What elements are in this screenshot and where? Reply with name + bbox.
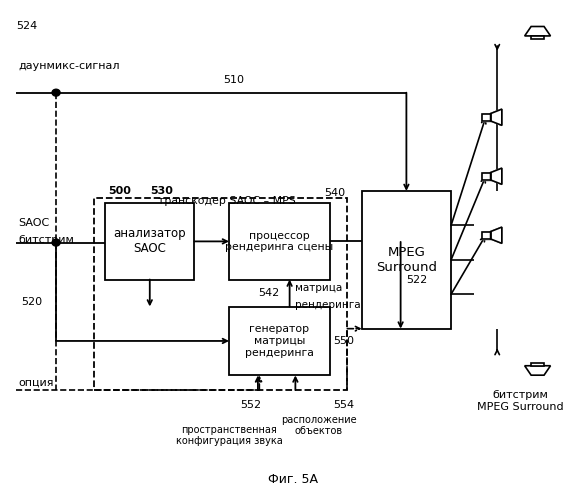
Polygon shape bbox=[525, 366, 550, 375]
Text: 524: 524 bbox=[16, 22, 37, 32]
Text: транскодер SAOC – MPS: транскодер SAOC – MPS bbox=[159, 196, 296, 206]
Text: 542: 542 bbox=[258, 288, 279, 298]
Polygon shape bbox=[531, 362, 544, 366]
Text: процессор
рендеринга сцены: процессор рендеринга сцены bbox=[225, 230, 333, 252]
Bar bbox=[105, 204, 194, 280]
Text: SAOC: SAOC bbox=[19, 218, 50, 228]
Text: 520: 520 bbox=[22, 296, 43, 306]
Polygon shape bbox=[531, 36, 544, 39]
Polygon shape bbox=[525, 26, 550, 36]
Text: даунмикс-сигнал: даунмикс-сигнал bbox=[19, 60, 120, 70]
Polygon shape bbox=[491, 109, 502, 126]
Text: битстрим
MPEG Surround: битстрим MPEG Surround bbox=[477, 390, 563, 411]
Bar bbox=[362, 191, 451, 328]
Text: MPEG
Surround: MPEG Surround bbox=[376, 246, 437, 274]
Polygon shape bbox=[482, 232, 491, 239]
Text: анализатор
SAOC: анализатор SAOC bbox=[113, 228, 186, 256]
Polygon shape bbox=[482, 172, 491, 180]
Bar bbox=[229, 204, 330, 280]
Text: опция: опция bbox=[19, 378, 54, 388]
Text: пространственная
конфигурация звука: пространственная конфигурация звука bbox=[176, 424, 283, 446]
Text: генератор
матрицы
рендеринга: генератор матрицы рендеринга bbox=[245, 324, 314, 358]
Text: Фиг. 5А: Фиг. 5А bbox=[267, 473, 318, 486]
Bar bbox=[229, 306, 330, 376]
Bar bbox=[94, 198, 347, 390]
Polygon shape bbox=[482, 172, 491, 180]
Polygon shape bbox=[491, 227, 502, 244]
Text: 540: 540 bbox=[324, 188, 345, 198]
Text: 500: 500 bbox=[108, 186, 131, 196]
Polygon shape bbox=[491, 168, 502, 184]
Text: 550: 550 bbox=[333, 336, 354, 346]
Circle shape bbox=[52, 239, 60, 246]
Text: 554: 554 bbox=[333, 400, 354, 410]
Text: битстрим: битстрим bbox=[19, 235, 74, 245]
Text: 530: 530 bbox=[150, 186, 173, 196]
Text: 522: 522 bbox=[407, 275, 428, 285]
Polygon shape bbox=[491, 109, 502, 126]
Text: расположение
объектов: расположение объектов bbox=[281, 414, 356, 436]
Text: матрица: матрица bbox=[295, 283, 343, 293]
Polygon shape bbox=[491, 168, 502, 184]
Text: 552: 552 bbox=[240, 400, 261, 410]
Polygon shape bbox=[491, 227, 502, 244]
Polygon shape bbox=[482, 114, 491, 121]
Polygon shape bbox=[482, 232, 491, 239]
Text: рендеринга: рендеринга bbox=[295, 300, 361, 310]
Text: 510: 510 bbox=[223, 76, 245, 86]
Polygon shape bbox=[482, 114, 491, 121]
Circle shape bbox=[52, 89, 60, 96]
